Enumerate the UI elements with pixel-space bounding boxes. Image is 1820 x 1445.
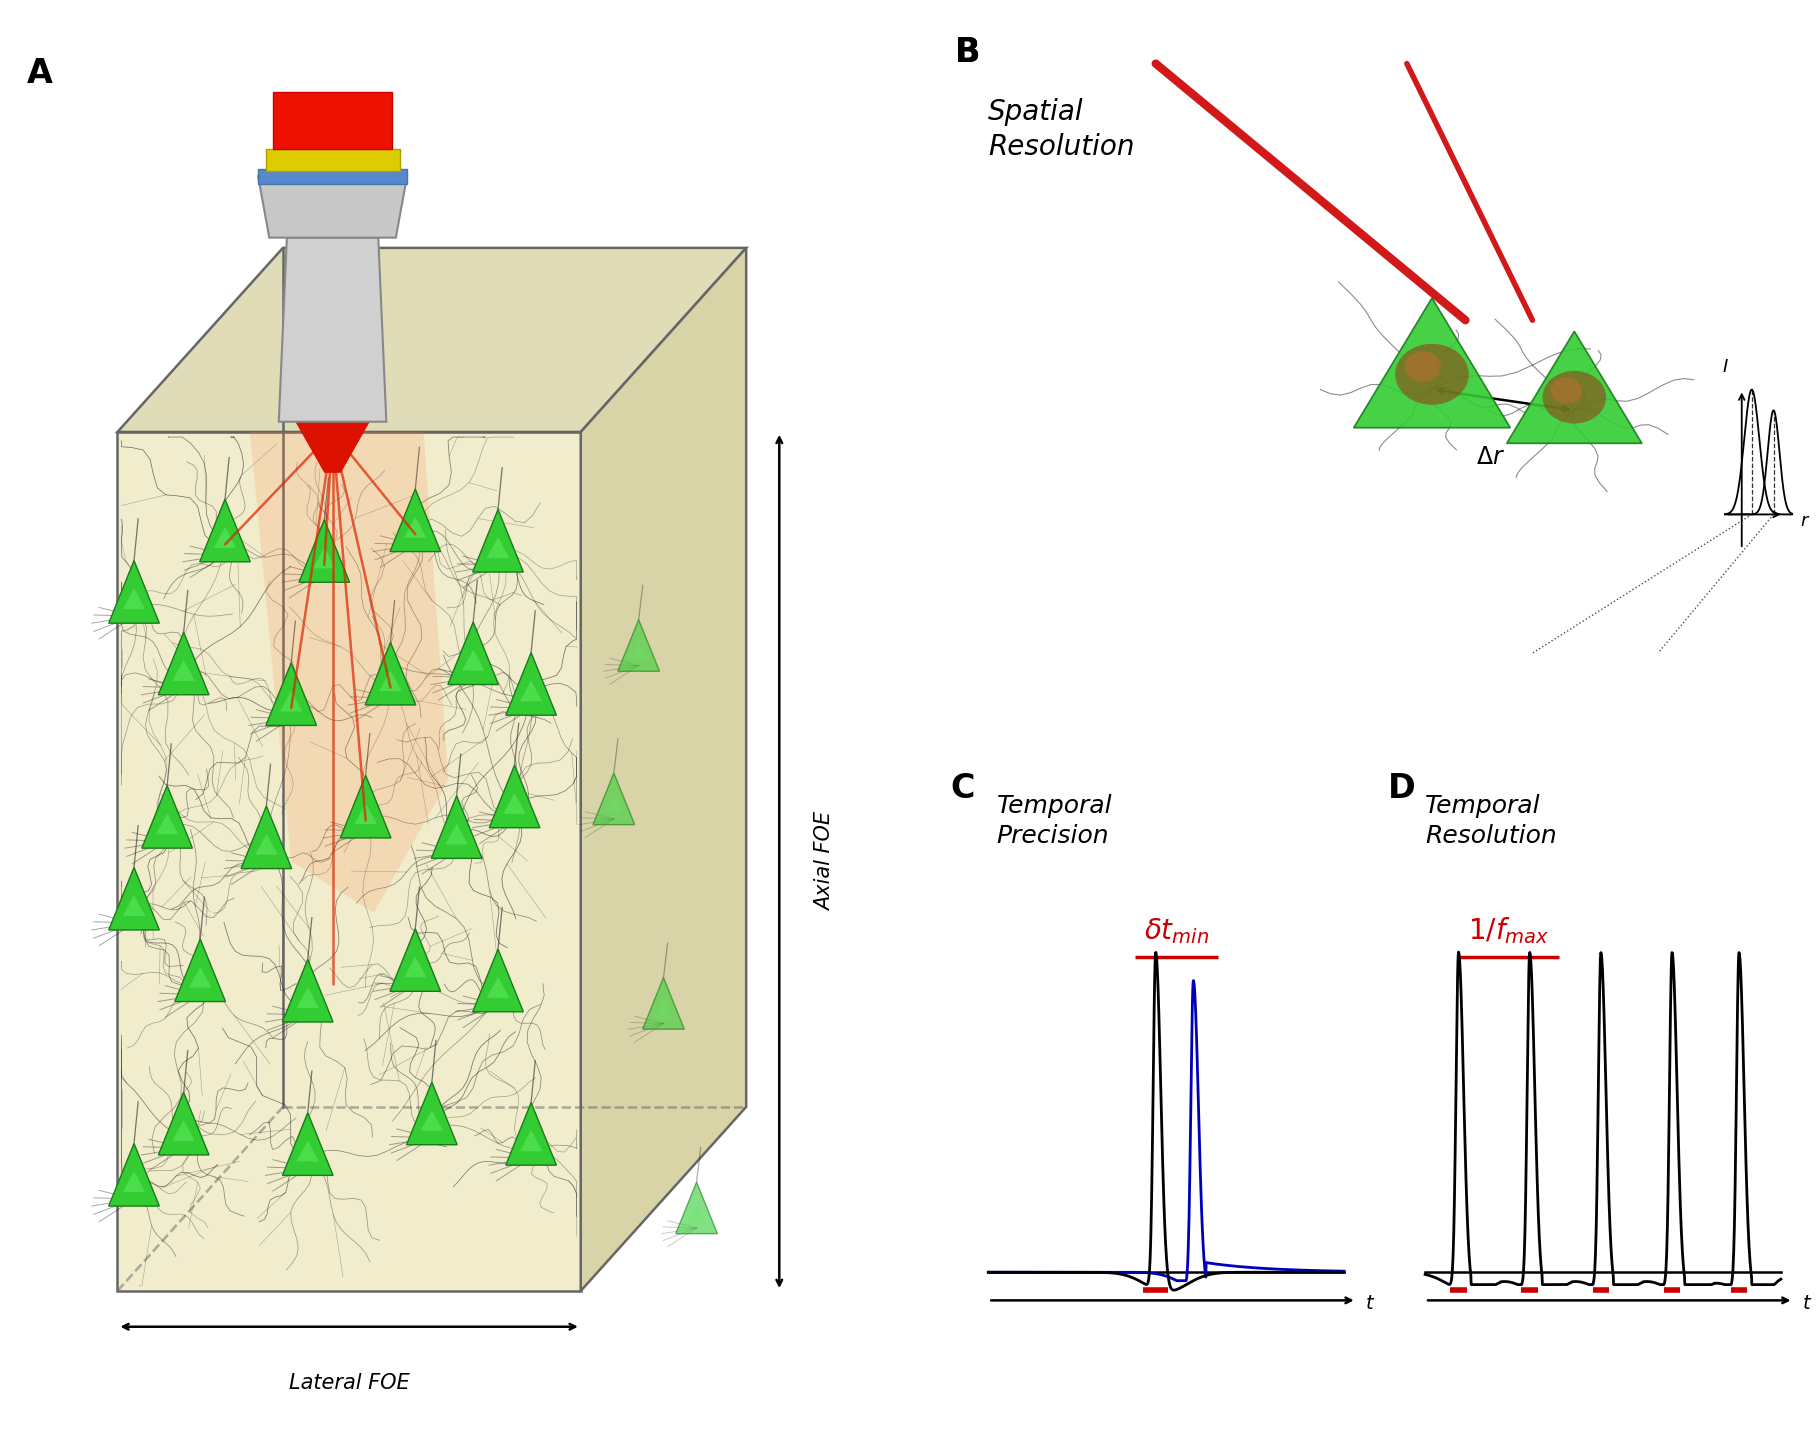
Polygon shape — [240, 806, 291, 868]
Polygon shape — [340, 776, 391, 838]
Circle shape — [1551, 377, 1582, 403]
Polygon shape — [109, 561, 160, 623]
Polygon shape — [173, 1120, 195, 1142]
Polygon shape — [282, 1113, 333, 1175]
Text: C: C — [950, 772, 976, 805]
Polygon shape — [642, 978, 684, 1029]
Polygon shape — [473, 949, 524, 1011]
Polygon shape — [355, 803, 377, 824]
Text: $\Delta r$: $\Delta r$ — [1476, 445, 1505, 470]
Polygon shape — [200, 499, 251, 562]
Polygon shape — [404, 517, 426, 538]
Polygon shape — [297, 987, 318, 1009]
Polygon shape — [142, 786, 193, 848]
Polygon shape — [158, 631, 209, 695]
Polygon shape — [118, 432, 581, 1290]
Polygon shape — [175, 939, 226, 1001]
Text: B: B — [956, 36, 981, 69]
Polygon shape — [504, 793, 526, 814]
Polygon shape — [173, 660, 195, 681]
Polygon shape — [473, 510, 524, 572]
Polygon shape — [630, 643, 648, 660]
Polygon shape — [278, 237, 386, 422]
Polygon shape — [295, 422, 369, 473]
Text: $t$: $t$ — [1365, 1293, 1376, 1312]
Text: $\mathit{\delta t_{min}}$: $\mathit{\delta t_{min}}$ — [1145, 916, 1208, 946]
Circle shape — [1405, 351, 1441, 381]
Polygon shape — [189, 967, 211, 987]
Polygon shape — [297, 1140, 318, 1162]
Circle shape — [1396, 344, 1469, 405]
Polygon shape — [122, 896, 146, 916]
Polygon shape — [258, 176, 408, 237]
Polygon shape — [258, 169, 408, 185]
Polygon shape — [122, 1172, 146, 1192]
Polygon shape — [653, 1000, 673, 1017]
Polygon shape — [298, 520, 349, 582]
Polygon shape — [617, 620, 659, 672]
Polygon shape — [521, 681, 542, 701]
Text: B: B — [956, 36, 981, 69]
Polygon shape — [389, 929, 440, 991]
Polygon shape — [581, 249, 746, 1290]
Polygon shape — [490, 764, 541, 828]
Polygon shape — [675, 1182, 717, 1234]
Text: Axial FOE: Axial FOE — [815, 812, 835, 910]
Polygon shape — [406, 1082, 457, 1144]
Polygon shape — [593, 773, 635, 825]
Polygon shape — [506, 653, 557, 715]
Text: Lateral FOE: Lateral FOE — [289, 1373, 410, 1393]
Polygon shape — [122, 588, 146, 610]
Text: $t$: $t$ — [1802, 1293, 1813, 1312]
Polygon shape — [273, 92, 391, 149]
Polygon shape — [420, 1110, 442, 1131]
Polygon shape — [157, 814, 178, 834]
Polygon shape — [266, 663, 317, 725]
Polygon shape — [462, 650, 484, 670]
Polygon shape — [366, 643, 415, 705]
Text: D: D — [1387, 772, 1416, 805]
Text: Temporal
Precision: Temporal Precision — [997, 793, 1112, 848]
Polygon shape — [266, 149, 400, 171]
Polygon shape — [389, 488, 440, 552]
Polygon shape — [379, 670, 402, 691]
Polygon shape — [604, 796, 622, 814]
Polygon shape — [486, 977, 510, 998]
Polygon shape — [282, 959, 333, 1022]
Polygon shape — [255, 834, 278, 854]
Circle shape — [1543, 371, 1605, 423]
Polygon shape — [506, 1103, 557, 1165]
Text: $I$: $I$ — [1722, 358, 1729, 376]
Polygon shape — [404, 957, 426, 977]
Polygon shape — [249, 432, 448, 913]
Polygon shape — [688, 1205, 706, 1222]
Polygon shape — [486, 538, 510, 558]
Polygon shape — [521, 1130, 542, 1152]
Polygon shape — [1354, 298, 1511, 428]
Polygon shape — [1507, 331, 1642, 444]
Text: A: A — [27, 56, 53, 90]
Polygon shape — [109, 867, 160, 931]
Text: $\mathit{1/f_{max}}$: $\mathit{1/f_{max}}$ — [1469, 915, 1549, 946]
Text: $r$: $r$ — [1800, 513, 1811, 530]
Polygon shape — [213, 527, 237, 548]
Polygon shape — [313, 548, 335, 568]
Polygon shape — [280, 691, 302, 711]
Polygon shape — [158, 1092, 209, 1155]
Text: Spatial
Resolution: Spatial Resolution — [988, 98, 1134, 160]
Polygon shape — [431, 796, 482, 858]
Polygon shape — [446, 824, 468, 844]
Polygon shape — [448, 621, 499, 685]
Polygon shape — [109, 1143, 160, 1207]
Polygon shape — [118, 249, 746, 432]
Text: Temporal
Resolution: Temporal Resolution — [1425, 793, 1556, 848]
